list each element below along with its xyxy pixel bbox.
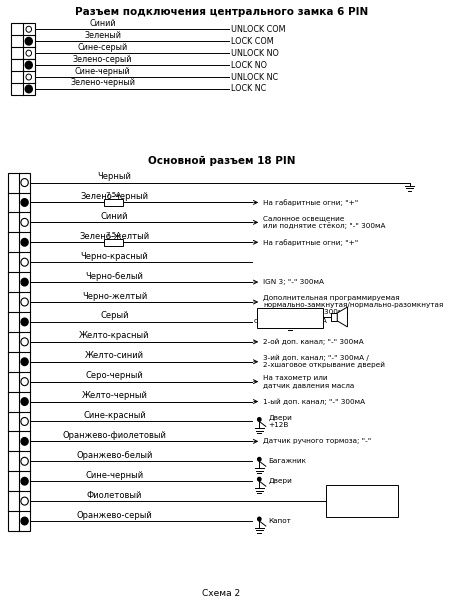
Text: Оранжево-фиолетовый: Оранжево-фиолетовый xyxy=(63,431,166,440)
Text: LOCK NO: LOCK NO xyxy=(231,61,267,69)
Text: Желто-красный: Желто-красный xyxy=(79,331,150,340)
Text: "-": "-" xyxy=(357,505,367,515)
Bar xyxy=(326,485,399,517)
Text: Дополнительная программируемая: Дополнительная программируемая xyxy=(263,295,400,301)
Text: нормально-замкнутая/нормально-разомкнутая: нормально-замкнутая/нормально-разомкнута… xyxy=(263,302,443,308)
Circle shape xyxy=(25,85,32,93)
Text: Зелено-серый: Зелено-серый xyxy=(73,55,132,63)
Circle shape xyxy=(21,477,28,485)
Text: Зелено-черный: Зелено-черный xyxy=(81,192,148,201)
Text: Серо-черный: Серо-черный xyxy=(85,371,143,380)
Text: Капот: Капот xyxy=(269,518,292,524)
Text: Разъем подключения центрального замка 6 PIN: Разъем подключения центрального замка 6 … xyxy=(74,7,368,18)
Text: UNLOCK COM: UNLOCK COM xyxy=(231,25,286,33)
Circle shape xyxy=(258,477,261,481)
Text: Черный: Черный xyxy=(98,172,131,181)
Text: +12В: +12В xyxy=(269,423,289,429)
Text: Оранжево-серый: Оранжево-серый xyxy=(76,510,152,519)
Circle shape xyxy=(25,62,32,69)
Text: LOCK NC: LOCK NC xyxy=(231,85,267,94)
Circle shape xyxy=(21,358,28,365)
Bar xyxy=(11,23,35,59)
Circle shape xyxy=(258,457,261,461)
Text: Черно-красный: Черно-красный xyxy=(81,252,148,261)
Text: Черно-белый: Черно-белый xyxy=(85,272,143,281)
Text: Основной разъем 18 PIN: Основной разъем 18 PIN xyxy=(147,156,295,166)
Text: Реле блокировки: Реле блокировки xyxy=(259,309,321,316)
Text: Желто-черный: Желто-черный xyxy=(82,391,147,400)
Text: UNLOCK NO: UNLOCK NO xyxy=(231,49,279,58)
Text: 2-ой доп. канал; "-" 300мА: 2-ой доп. канал; "-" 300мА xyxy=(263,339,364,345)
Circle shape xyxy=(21,438,28,445)
Circle shape xyxy=(21,517,28,525)
Circle shape xyxy=(258,517,261,521)
Circle shape xyxy=(21,278,28,286)
Bar xyxy=(256,308,323,328)
Text: Схема 2: Схема 2 xyxy=(202,589,240,597)
Circle shape xyxy=(258,418,261,421)
Text: Желто-синий: Желто-синий xyxy=(85,351,144,361)
Text: Серый: Серый xyxy=(100,311,128,320)
Circle shape xyxy=(21,318,28,326)
Text: "Anti-hijack": "Anti-hijack" xyxy=(338,496,386,505)
Circle shape xyxy=(25,37,32,45)
Text: 3-ий доп. канал; "-" 300мА /: 3-ий доп. канал; "-" 300мА / xyxy=(263,354,369,361)
Text: или поднятие стёкол; "-" 300мА: или поднятие стёкол; "-" 300мА xyxy=(263,222,385,229)
Text: Сине-серый: Сине-серый xyxy=(78,43,128,52)
Text: Черно-желтый: Черно-желтый xyxy=(82,292,147,300)
Circle shape xyxy=(21,398,28,406)
Text: 7,5A: 7,5A xyxy=(106,192,122,198)
Text: IGN 3; "-" 300мА: IGN 3; "-" 300мА xyxy=(263,279,324,285)
Text: Багажник: Багажник xyxy=(269,459,307,464)
Text: Зелено-черный: Зелено-черный xyxy=(70,79,135,88)
Text: 2-хшаговое открывание дверей: 2-хшаговое открывание дверей xyxy=(263,362,385,368)
Text: Сине-черный: Сине-черный xyxy=(85,471,144,480)
Text: Сине-черный: Сине-черный xyxy=(75,66,130,76)
Text: Фиолетовый: Фиолетовый xyxy=(87,491,142,499)
Text: Зелено-желтый: Зелено-желтый xyxy=(79,232,149,241)
Text: Синий: Синий xyxy=(89,19,116,28)
Text: Двери: Двери xyxy=(269,478,292,484)
Text: датчик давления масла: датчик давления масла xyxy=(263,382,354,388)
Text: На габаритные огни; "+": На габаритные огни; "+" xyxy=(263,199,358,206)
Bar xyxy=(11,59,35,95)
Circle shape xyxy=(21,199,28,206)
Text: UNLOCK NC: UNLOCK NC xyxy=(231,72,279,82)
Text: Салонное освещение: Салонное освещение xyxy=(263,216,345,222)
Text: стартера; "-" 300мА: стартера; "-" 300мА xyxy=(254,318,326,324)
Text: Оранжево-белый: Оранжево-белый xyxy=(76,451,153,460)
Text: Сине-красный: Сине-красный xyxy=(83,411,146,420)
Bar xyxy=(104,199,123,206)
Text: Кнопка: Кнопка xyxy=(347,488,377,497)
Text: 1-ый доп. канал; "-" 300мА: 1-ый доп. канал; "-" 300мА xyxy=(263,398,365,405)
Text: Датчик ручного тормоза; "-": Датчик ручного тормоза; "-" xyxy=(263,438,371,445)
Text: На габаритные огни; "+": На габаритные огни; "+" xyxy=(263,239,358,245)
Text: 7,5A: 7,5A xyxy=(106,232,122,238)
Bar xyxy=(104,239,123,246)
Circle shape xyxy=(21,239,28,246)
Text: На тахометр или: На тахометр или xyxy=(263,375,328,381)
Polygon shape xyxy=(337,307,347,327)
Bar xyxy=(331,313,337,321)
Text: Двери: Двери xyxy=(269,414,292,421)
Text: блокировка; "-" 300мА: блокировка; "-" 300мА xyxy=(263,309,348,315)
Text: Синий: Синий xyxy=(100,212,128,221)
Bar xyxy=(8,172,30,531)
Text: LOCK COM: LOCK COM xyxy=(231,37,274,46)
Text: Зеленый: Зеленый xyxy=(84,30,121,40)
